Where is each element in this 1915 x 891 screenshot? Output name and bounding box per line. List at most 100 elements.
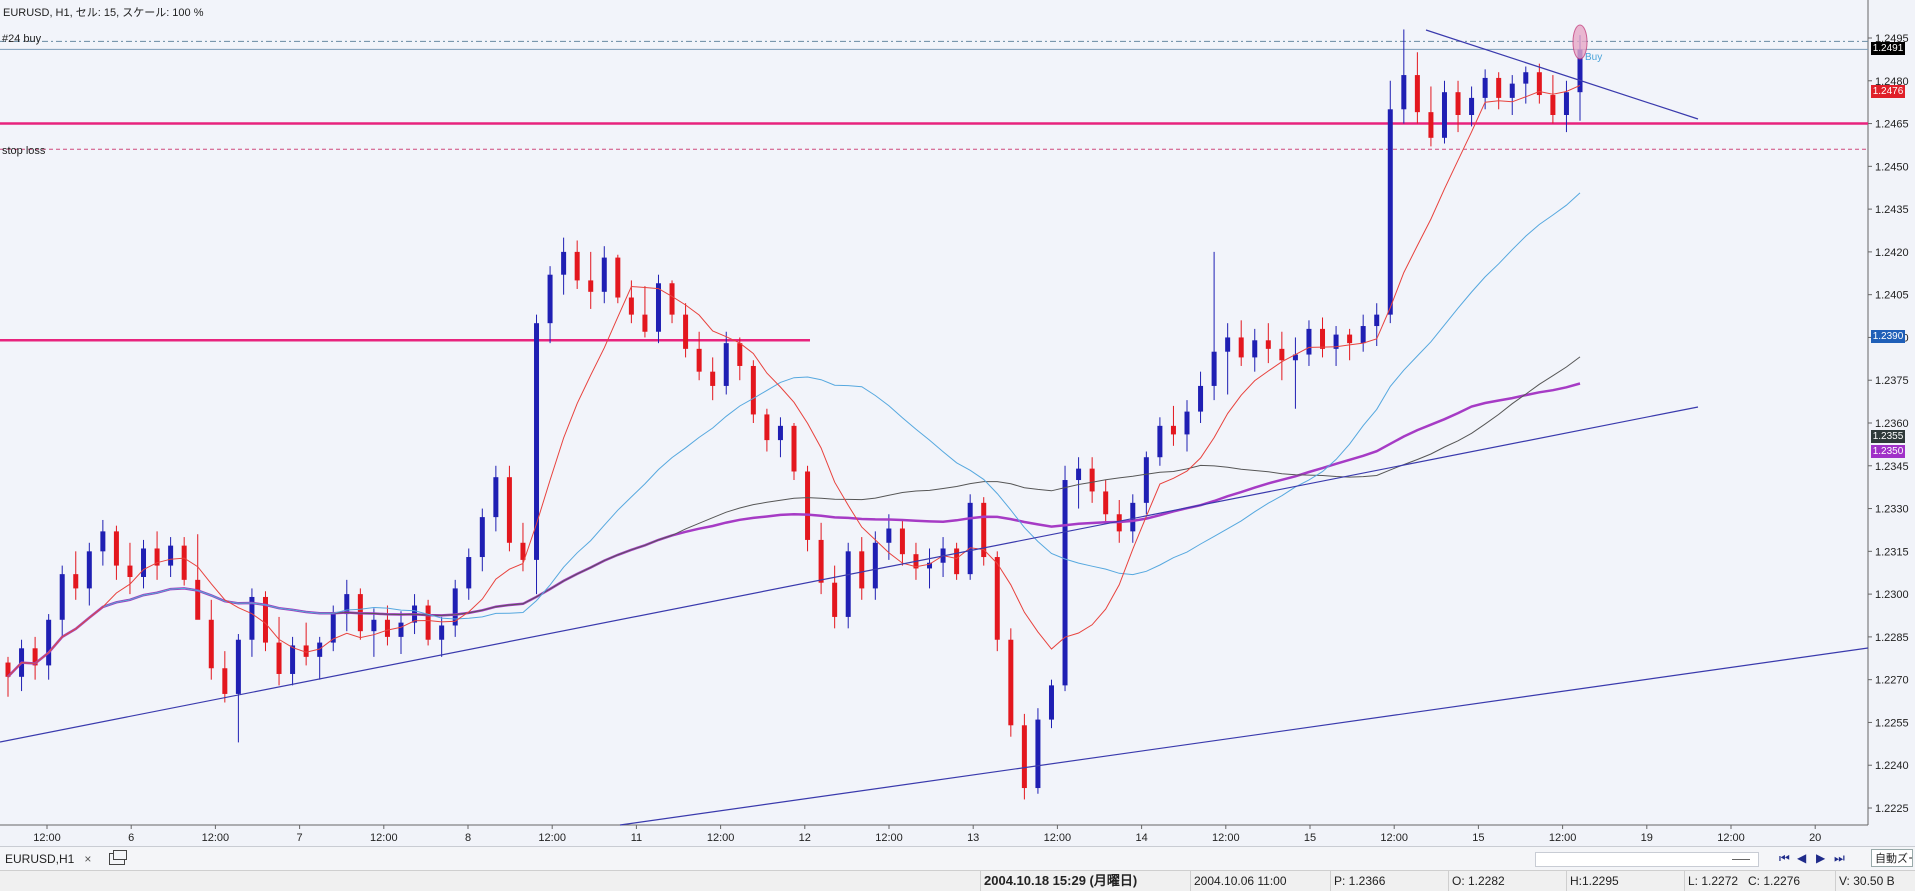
price-tick-label: 1.2300 [1875,589,1909,601]
ma-mid-line [7,192,1581,678]
candle-body [181,545,187,580]
candle-body [1103,491,1109,515]
candle-body [927,562,933,569]
price-tag: 1.2476 [1871,85,1905,99]
candle-body [100,531,106,552]
candle-body [1428,112,1434,138]
candle-body [506,477,512,543]
candle-body [290,645,296,674]
status-close: C: 1.2276 [1748,874,1801,888]
close-icon[interactable]: × [84,852,92,866]
candle-body [249,596,255,640]
candle-body [696,348,702,372]
candle-body [1076,468,1082,481]
price-tick-label: 1.2360 [1875,418,1909,430]
candle-body [777,425,783,441]
candle-body [832,582,838,617]
candle-body [1523,72,1529,84]
price-tick-label: 1.2240 [1875,760,1909,772]
time-tick-label: 8 [465,832,471,844]
price-tick-label: 1.2420 [1875,247,1909,259]
chart-scroll-box[interactable] [1535,852,1759,867]
candle-body [791,425,797,472]
time-tick-label: 12:00 [1380,832,1408,844]
price-tick-label: 1.2465 [1875,119,1909,131]
candle-body [1238,337,1244,358]
time-tick-label: 12 [799,832,811,844]
candle-body [1469,97,1475,115]
candle-body [235,639,241,694]
candle-body [1496,77,1502,98]
time-tick-label: 15 [1304,832,1316,844]
candle-body [1225,337,1231,352]
candle-body [384,619,390,637]
candle-body [1157,425,1163,458]
candle-body [1130,502,1136,532]
candle-body [588,280,594,292]
candle-body [547,274,553,324]
candle-body [1252,340,1258,358]
status-high: H:1.2295 [1566,871,1684,891]
status-low: L: 1.2272 [1684,871,1802,891]
candle-body [1360,326,1366,344]
price-tick-label: 1.2270 [1875,675,1909,687]
prev-icon[interactable]: ◀ [1797,851,1807,865]
candle-body [954,548,960,575]
candle-body [317,642,323,657]
chart-tab-eurusd-h1[interactable]: EURUSD,H1 × [0,848,127,870]
candle-body [1062,480,1068,686]
candle-body [628,297,634,315]
first-page-icon[interactable]: ⏮ [1779,851,1790,865]
window-icon[interactable] [109,850,127,865]
time-tick-label: 13 [967,832,979,844]
candle-body [276,642,282,674]
candle-body [561,251,567,275]
candle-body [262,596,268,643]
candle-body [805,471,811,540]
time-tick-label: 12:00 [1717,832,1745,844]
time-tick-label: 14 [1135,832,1147,844]
candle-body [872,542,878,589]
status-datetime: 2004.10.18 15:29 (月曜日) [980,871,1190,891]
chart-area[interactable]: 1.2495 1.2480 1.2465 1.2450 1.2435 1.2420 1.24… [0,0,1915,845]
chart-info-line: EURUSD, H1, セル: 15, スケール: 100 % [3,7,204,19]
candle-body [1374,314,1380,327]
candle-body [1265,340,1271,349]
candle-body [59,574,65,620]
time-tick-label: 12:00 [538,832,566,844]
time-tick-label: 6 [128,832,134,844]
next-icon[interactable]: ▶ [1816,851,1826,865]
status-p: P: 1.2366 [1330,871,1448,891]
candle-body [1021,725,1027,789]
candle-body [1306,328,1312,355]
candle-body [520,542,526,560]
candle-body [669,283,675,315]
time-tick-label: 7 [297,832,303,844]
price-tick-label: 1.2330 [1875,504,1909,516]
candle-body [439,625,445,640]
candle-body [208,619,214,669]
auto-zoom-button[interactable]: 自動ズーム [1871,849,1913,867]
candle-body [574,251,580,281]
candle-body [1482,77,1488,98]
candle-body [1320,328,1326,349]
candle-body [1455,92,1461,115]
candle-body [5,662,11,677]
candle-body [1292,354,1298,361]
candle-body [1550,95,1556,115]
price-chart[interactable]: 1.2495 1.2480 1.2465 1.2450 1.2435 1.2420 1.24… [0,0,1915,845]
candle-body [723,343,729,386]
last-page-icon[interactable]: ⏭ [1834,851,1845,865]
candle-body [764,414,770,441]
price-tick-label: 1.2225 [1875,803,1909,815]
price-tick-label: 1.2255 [1875,717,1909,729]
price-tick-label: 1.2495 [1875,33,1909,45]
candle-body [1089,468,1095,492]
time-tick-label: 19 [1641,832,1653,844]
chart-tab-label: EURUSD,H1 [5,852,75,866]
scroll-thumb[interactable] [1732,859,1750,860]
candle-body [1279,348,1285,361]
price-tick-label: 1.2435 [1875,204,1909,216]
candle-body [1035,719,1041,789]
candle-body [73,574,79,589]
